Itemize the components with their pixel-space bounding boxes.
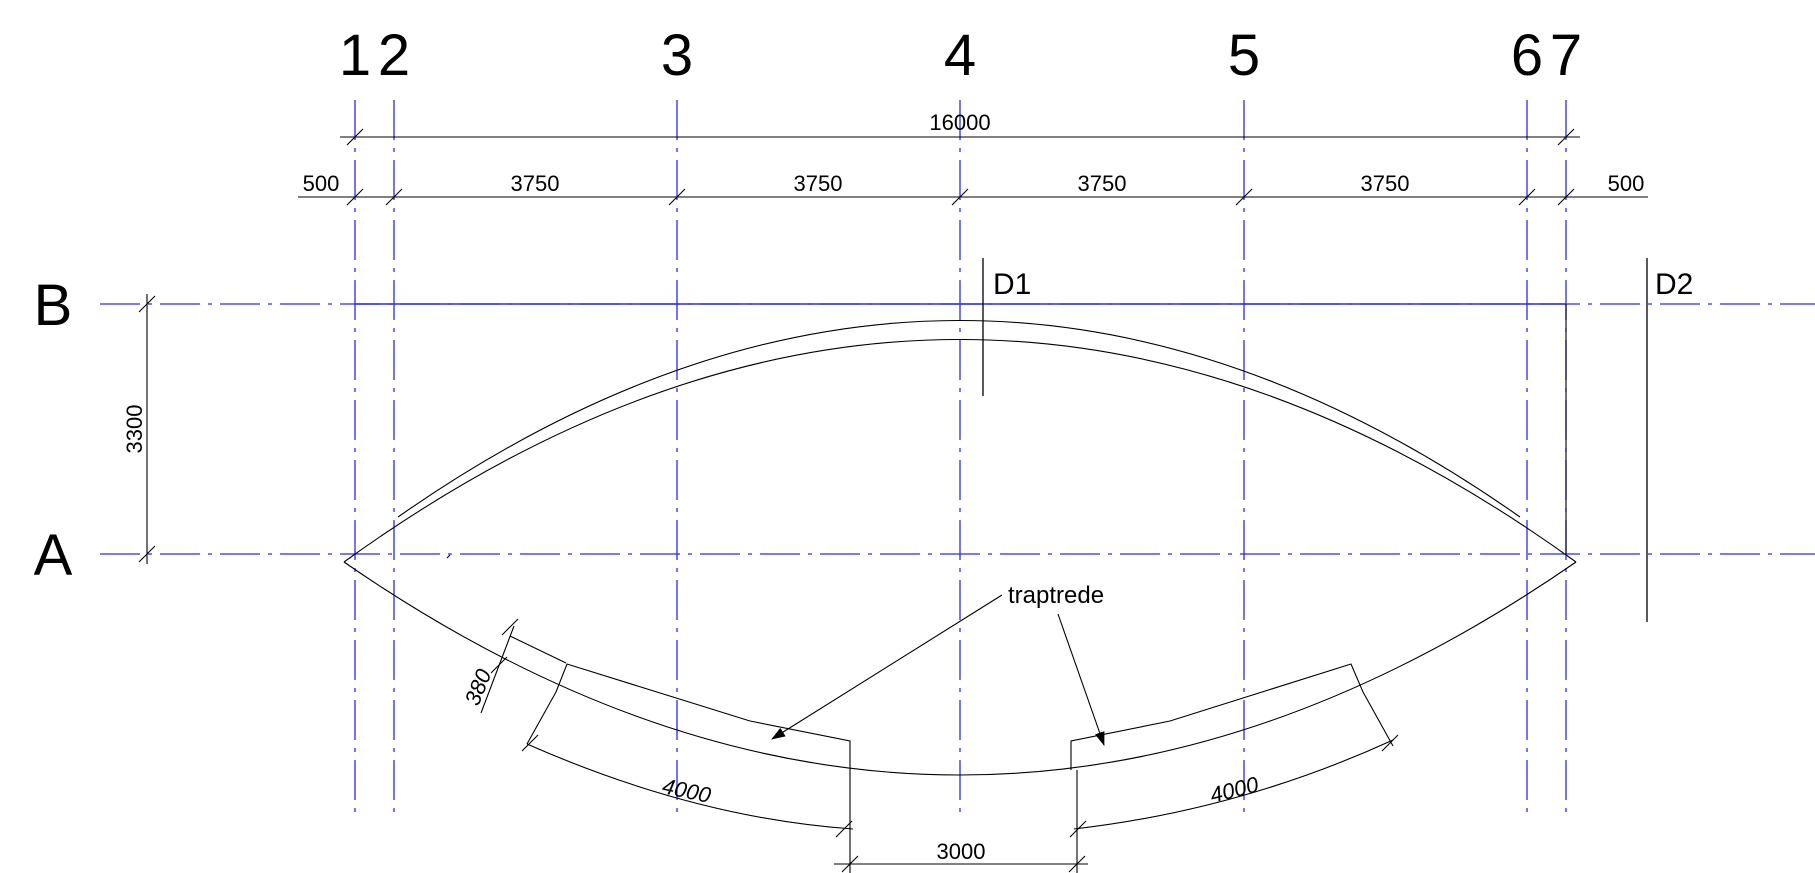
section-label-d2: D2	[1655, 268, 1693, 301]
upper-arc-inner	[398, 321, 1520, 518]
step-depth-tick-bottom	[491, 657, 507, 673]
bay-1-label: 3750	[511, 171, 560, 196]
height-dimension: 3300	[122, 294, 155, 564]
grid-label-5: 5	[1228, 23, 1260, 88]
grid-labels: 1 2 3 4 5 6 7 B A	[34, 23, 1582, 588]
top-dimensions: 16000 500 3750 3750 3750 3750 500	[298, 110, 1648, 205]
gap-dimension-label: 3000	[937, 839, 986, 864]
grid-axes	[100, 100, 1815, 815]
gap-dimension: 3000	[834, 770, 1088, 873]
grid-label-6: 6	[1511, 23, 1543, 88]
stair-left-ext-start	[527, 692, 556, 744]
grid-label-7: 7	[1550, 23, 1582, 88]
grid-label-A: A	[34, 523, 73, 588]
edge-left-label: 500	[303, 171, 340, 196]
edge-right-label: 500	[1608, 171, 1645, 196]
stair-right-tick-start	[1070, 821, 1086, 837]
section-label-d1: D1	[993, 268, 1031, 301]
stair-left-tick-start	[522, 735, 538, 751]
stair-right-ext-end	[1363, 692, 1393, 746]
traptrede-leader-right	[1058, 614, 1104, 745]
height-dimension-label: 3300	[122, 405, 147, 454]
traptrede-leader-left	[772, 595, 1002, 739]
stair-tread-left	[556, 664, 850, 770]
stair-right-label: 4000	[1207, 771, 1261, 807]
step-depth-ext-line	[510, 636, 566, 663]
small-tick-mark	[447, 555, 450, 558]
grid-label-B: B	[34, 273, 73, 338]
bay-4-label: 3750	[1361, 171, 1410, 196]
traptrede-label: traptrede	[1008, 582, 1104, 609]
grid-label-1: 1	[339, 23, 371, 88]
section-markers: D1 D2	[983, 258, 1693, 622]
stair-left-label: 4000	[660, 773, 714, 808]
overall-dimension-label: 16000	[929, 110, 990, 135]
step-depth-dimension: 380	[460, 619, 566, 713]
grid-label-2: 2	[378, 23, 410, 88]
step-depth-tick-top	[502, 619, 518, 635]
bay-2-label: 3750	[794, 171, 843, 196]
step-depth-label: 380	[460, 665, 497, 709]
stair-right-tick-end	[1382, 735, 1398, 751]
grid-label-3: 3	[661, 23, 693, 88]
bay-3-label: 3750	[1078, 171, 1127, 196]
stair-tread-right	[1071, 664, 1363, 770]
traptrede-annotation: traptrede	[772, 582, 1104, 745]
grid-label-4: 4	[944, 23, 976, 88]
